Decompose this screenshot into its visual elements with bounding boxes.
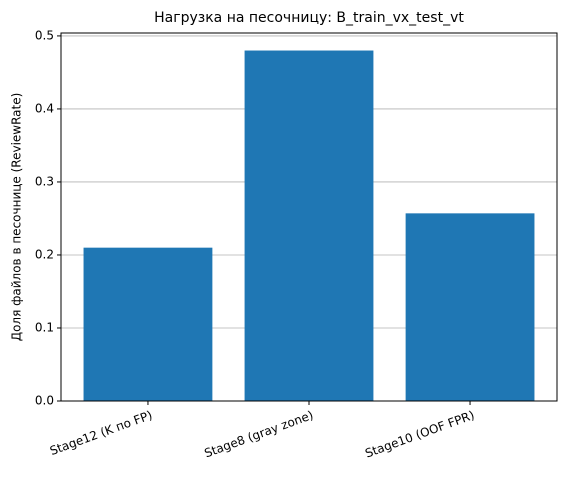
bar bbox=[244, 50, 374, 402]
bar bbox=[405, 213, 535, 401]
y-tick-label: 0.4 bbox=[35, 101, 54, 115]
x-tick-label: Stage12 (K по FP) bbox=[48, 408, 154, 458]
bar bbox=[83, 247, 213, 401]
x-tick-label: Stage8 (gray zone) bbox=[202, 408, 315, 460]
x-tick-label: Stage10 (OOF FPR) bbox=[363, 408, 476, 461]
y-tick-label: 0.5 bbox=[35, 28, 54, 42]
y-axis-label: Доля файлов в песочнице (ReviewRate) bbox=[10, 93, 24, 342]
y-tick-label: 0.2 bbox=[35, 247, 54, 261]
y-tick-label: 0.3 bbox=[35, 174, 54, 188]
y-tick-label: 0.1 bbox=[35, 320, 54, 334]
chart-title: Нагрузка на песочницу: B_train_vx_test_v… bbox=[154, 10, 464, 26]
y-tick-label: 0.0 bbox=[35, 394, 54, 408]
plot-frame bbox=[60, 32, 558, 402]
